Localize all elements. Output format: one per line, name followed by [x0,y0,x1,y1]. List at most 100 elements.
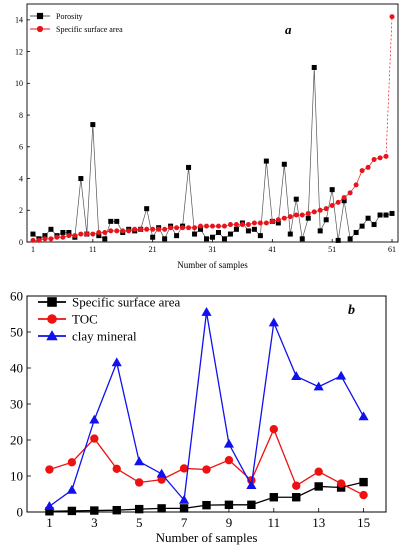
data-point [192,231,198,237]
y-tick-label: 0 [17,505,24,520]
data-point [227,231,233,237]
data-point [78,231,84,237]
data-point [359,477,368,487]
y-tick-label: 50 [10,325,23,340]
x-tick-label: 51 [328,245,336,254]
data-point [358,411,369,421]
data-point [120,228,126,234]
data-point [341,195,347,201]
data-point [335,237,341,243]
data-point [179,464,189,473]
data-point [281,215,287,221]
plot-frame [26,3,399,243]
data-point [90,506,99,515]
data-point [329,203,335,209]
data-point [67,506,77,516]
data-point [221,236,227,242]
data-point [359,168,365,174]
data-point [60,229,66,235]
y-tick-label: 20 [10,433,23,448]
data-point [269,218,275,224]
data-point [215,223,221,229]
data-point [292,481,301,490]
data-point [150,226,156,232]
data-point [377,155,383,161]
x-axis-title: Number of samples [156,530,258,545]
data-point [48,236,54,242]
x-axis-title: Number of samples [177,260,248,270]
series-0 [45,477,368,516]
data-point [157,504,166,513]
data-point [233,226,239,232]
data-point [66,233,72,239]
data-point [144,206,150,212]
x-tick-label: 13 [312,515,325,530]
legend-label: Specific surface area [56,25,123,34]
data-point [108,228,114,234]
data-point [45,465,54,474]
y-tick-label: 8 [19,111,23,120]
data-point [263,220,269,226]
x-tick-label: 3 [91,515,98,530]
y-tick-label: 6 [19,143,23,152]
data-point [317,207,323,213]
data-point [156,468,167,478]
data-point [223,438,234,448]
data-point [314,467,323,476]
data-point [245,222,251,228]
data-point [215,229,221,235]
series-line-dotted [385,16,393,157]
data-point [44,501,55,510]
y-tick-label: 60 [10,289,23,304]
data-point [281,161,287,167]
y-tick-label: 30 [10,397,23,412]
data-point [174,225,180,231]
data-point [202,465,211,474]
series-line [32,67,393,241]
data-point [275,217,281,223]
data-point [204,223,210,229]
x-tick-label: 5 [136,515,143,530]
data-point [335,199,341,205]
y-tick-label: 0 [19,238,23,247]
x-tick-label: 1 [31,245,35,254]
data-point [84,231,90,237]
data-point [287,231,293,237]
x-tick-label: 21 [149,245,157,254]
data-point [359,490,368,500]
data-point [336,479,346,488]
y-tick-label: 14 [15,16,23,25]
data-point [96,229,102,235]
y-tick-label: 10 [10,469,23,484]
data-point [192,225,198,231]
data-point [186,164,192,170]
data-point [114,228,120,234]
y-tick-label: 40 [10,361,23,376]
y-tick-label: 10 [15,79,23,88]
data-point [89,414,100,424]
x-tick-label: 11 [89,245,97,254]
data-point [30,237,36,243]
x-tick-label: 61 [388,245,396,254]
data-point [209,223,215,229]
data-point [291,371,302,380]
data-point [305,215,311,221]
data-point [293,196,299,202]
data-point [323,217,329,223]
data-point [114,218,120,224]
legend-marker [47,314,57,324]
data-point [224,455,234,465]
legend-marker [46,330,58,341]
data-point [162,236,168,242]
data-point [202,500,211,510]
data-point [66,484,77,494]
data-point [287,214,293,220]
data-point [102,229,108,235]
data-point [134,456,145,466]
y-tick-label: 4 [19,174,23,183]
data-point [108,218,114,224]
data-point [227,222,233,228]
data-point [60,234,66,240]
data-point [329,187,335,193]
